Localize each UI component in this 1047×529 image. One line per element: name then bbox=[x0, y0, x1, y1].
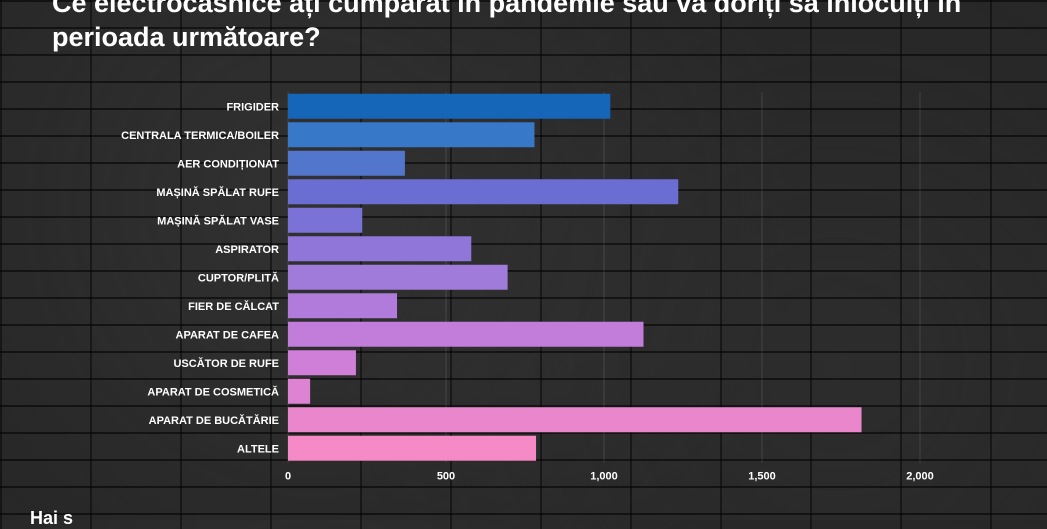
bar bbox=[288, 378, 311, 404]
category-label: USCĂTOR DE RUFE bbox=[173, 357, 279, 370]
bar bbox=[288, 293, 398, 319]
bar bbox=[288, 321, 644, 347]
category-label: MAȘINĂ SPĂLAT RUFE bbox=[156, 186, 279, 199]
x-tick-label: 1,500 bbox=[748, 471, 776, 483]
x-tick-label: 2,000 bbox=[906, 471, 934, 483]
x-tick-label: 1,000 bbox=[590, 471, 618, 483]
category-label: APARAT DE CAFEA bbox=[176, 329, 280, 341]
bar bbox=[288, 350, 356, 376]
bar bbox=[288, 93, 611, 119]
bar bbox=[288, 122, 535, 148]
category-label: MAȘINĂ SPĂLAT VASE bbox=[157, 214, 279, 227]
category-label: ALTELE bbox=[237, 443, 279, 455]
x-tick-label: 0 bbox=[285, 471, 291, 483]
label-layer: FRIGIDER CENTRALA TERMICA/BOILER AER CONDI… bbox=[121, 101, 279, 455]
bar bbox=[288, 179, 679, 205]
x-tick-label: 500 bbox=[437, 471, 455, 483]
bar bbox=[288, 435, 537, 461]
bar bbox=[288, 264, 508, 290]
footer-text: Hai s bbox=[30, 508, 74, 528]
category-label: APARAT DE COSMETICĂ bbox=[147, 385, 279, 398]
category-label: CUPTOR/PLITĂ bbox=[198, 271, 279, 284]
category-label: APARAT DE BUCĂTĂRIE bbox=[149, 414, 279, 427]
tick-layer: 0 500 1,000 1,500 2,000 bbox=[285, 471, 934, 483]
bar bbox=[288, 150, 405, 176]
chart-title: Ce electrocasnice ați cumpărat în pandem… bbox=[52, 0, 962, 52]
bar-layer bbox=[288, 93, 862, 461]
category-label: CENTRALA TERMICA/BOILER bbox=[121, 130, 279, 142]
category-label: ASPIRATOR bbox=[215, 244, 279, 256]
bar bbox=[288, 407, 862, 433]
category-label: AER CONDIȚIONAT bbox=[177, 158, 279, 170]
category-label: FRIGIDER bbox=[226, 101, 279, 113]
bar bbox=[288, 236, 472, 262]
bar bbox=[288, 207, 363, 233]
category-label: FIER DE CĂLCAT bbox=[188, 300, 279, 313]
